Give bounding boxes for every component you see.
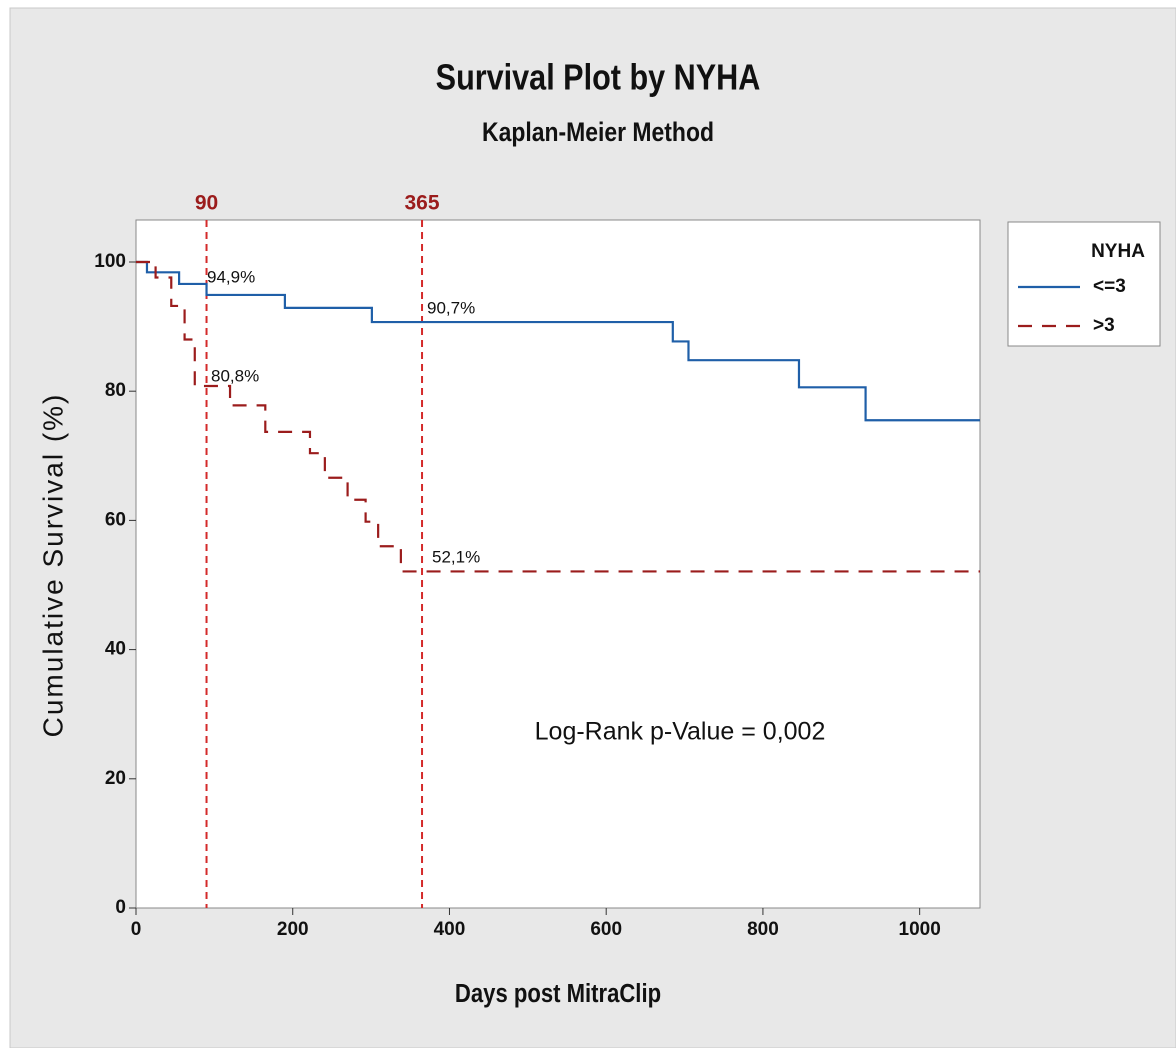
annotation: Log-Rank p-Value = 0,002 xyxy=(535,718,826,746)
y-tick-label: 0 xyxy=(115,897,126,918)
legend-box xyxy=(1007,221,1161,347)
x-axis-label: Days post MitraClip xyxy=(455,979,661,1008)
chart-subtitle: Kaplan-Meier Method xyxy=(482,117,714,147)
reference-label: 90 xyxy=(195,192,218,215)
y-tick-label: 40 xyxy=(105,639,126,660)
annotation: 94,9% xyxy=(207,267,255,286)
y-axis-label: Cumulative Survival (%) xyxy=(37,393,68,738)
plot-area xyxy=(135,219,981,909)
survival-line xyxy=(136,260,980,573)
annotation: 52,1% xyxy=(432,547,480,566)
survival-line xyxy=(136,260,980,422)
legend-label: >3 xyxy=(1093,315,1115,336)
y-tick-label: 80 xyxy=(105,380,126,401)
chart-title: Survival Plot by NYHA xyxy=(436,58,761,98)
x-tick-label: 1000 xyxy=(899,919,941,940)
annotation: 80,8% xyxy=(211,366,259,385)
y-tick-label: 20 xyxy=(105,768,126,789)
reference-label: 365 xyxy=(405,192,440,215)
x-tick-label: 0 xyxy=(131,919,142,940)
y-tick-label: 100 xyxy=(94,251,126,272)
legend-title: NYHA xyxy=(1091,241,1145,262)
legend-label: <=3 xyxy=(1093,276,1126,297)
y-tick-label: 60 xyxy=(105,509,126,530)
annotation: 90,7% xyxy=(427,298,475,317)
x-tick-label: 600 xyxy=(590,919,622,940)
x-tick-label: 800 xyxy=(747,919,779,940)
x-tick-label: 400 xyxy=(434,919,466,940)
x-tick-label: 200 xyxy=(277,919,309,940)
